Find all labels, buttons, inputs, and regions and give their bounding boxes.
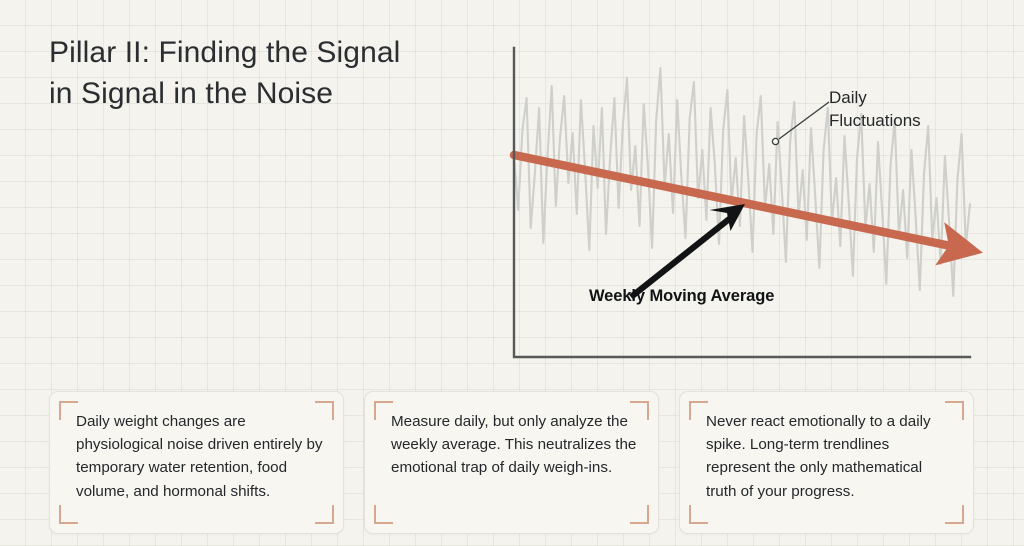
corner-bracket-top-left-icon <box>689 401 708 420</box>
daily-fluctuations-label: Daily Fluctuations <box>829 88 921 130</box>
daily-fluctuations-marker-icon <box>771 137 780 146</box>
page-title: Pillar II: Finding the Signal in Signal … <box>49 36 401 110</box>
corner-bracket-top-left-icon <box>374 401 393 420</box>
chart-axes <box>512 46 972 359</box>
corner-bracket-bottom-right-icon <box>315 505 334 524</box>
insight-card-list: Daily weight changes are physiological n… <box>49 391 974 534</box>
signal-noise-chart <box>498 38 998 373</box>
corner-bracket-bottom-right-icon <box>945 505 964 524</box>
corner-bracket-top-left-icon <box>59 401 78 420</box>
corner-bracket-bottom-left-icon <box>689 505 708 524</box>
insight-card: Measure daily, but only analyze the week… <box>364 391 659 534</box>
insight-card-text: Daily weight changes are physiological n… <box>76 413 323 500</box>
corner-bracket-bottom-left-icon <box>374 505 393 524</box>
daily-fluctuations-leader-line <box>778 101 830 140</box>
corner-bracket-top-right-icon <box>945 401 964 420</box>
insight-card-text: Never react emotionally to a daily spike… <box>706 413 931 500</box>
corner-bracket-top-right-icon <box>315 401 334 420</box>
weekly-moving-average-pointer-icon <box>629 204 745 300</box>
corner-bracket-bottom-left-icon <box>59 505 78 524</box>
insight-card-text: Measure daily, but only analyze the week… <box>391 413 637 477</box>
insight-card: Daily weight changes are physiological n… <box>49 391 344 534</box>
corner-bracket-top-right-icon <box>630 401 649 420</box>
corner-bracket-bottom-right-icon <box>630 505 649 524</box>
weekly-moving-average-label: Weekly Moving Average <box>589 287 775 305</box>
daily-fluctuations-line <box>512 66 972 298</box>
chart-svg <box>509 46 983 359</box>
insight-card: Never react emotionally to a daily spike… <box>679 391 974 534</box>
weekly-moving-average-arrow <box>509 150 983 266</box>
